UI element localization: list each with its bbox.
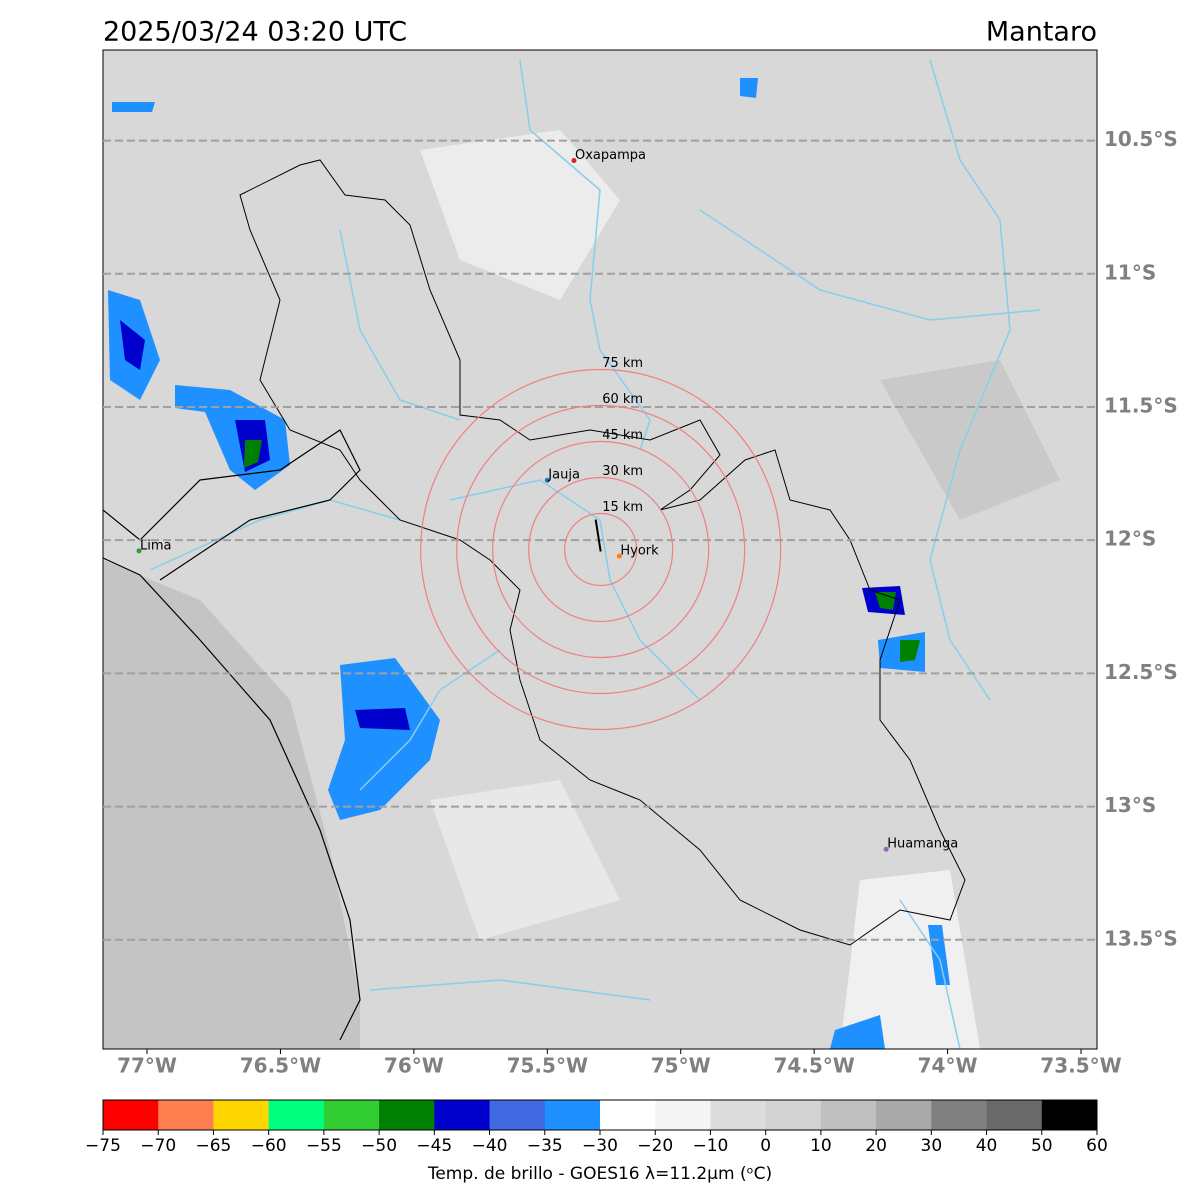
- colorbar-bin: [1041, 1100, 1098, 1130]
- colorbar-bin: [655, 1100, 711, 1130]
- colorbar-tick-label: −60: [251, 1136, 287, 1156]
- place-marker: [883, 846, 889, 852]
- colorbar-bin: [158, 1100, 214, 1130]
- lat-tick-label: 12°S: [1104, 527, 1156, 551]
- radar-beam: [594, 519, 602, 552]
- colorbar-tick-label: −10: [692, 1136, 728, 1156]
- lat-tick-label: 11°S: [1104, 260, 1156, 284]
- lat-tick-label: 11.5°S: [1104, 393, 1178, 417]
- colorbar-bin: [103, 1100, 159, 1130]
- ring-label: 60 km: [602, 392, 643, 407]
- map-frame: [102, 49, 1098, 1050]
- colorbar-bin: [876, 1100, 932, 1130]
- lon-tick-label: 74.5°W: [773, 1054, 854, 1078]
- colorbar-tick-label: −50: [361, 1136, 397, 1156]
- colorbar-label: Temp. de brillo - GOES16 λ=11.2μm (ᵒC): [427, 1164, 772, 1184]
- place-label: Jauja: [547, 468, 580, 483]
- lon-tick-label: 76.5°W: [240, 1054, 321, 1078]
- lat-tick-label: 10.5°S: [1104, 127, 1178, 151]
- colorbar-bin: [931, 1100, 988, 1130]
- range-ring: [564, 512, 638, 587]
- colorbar-bin: [544, 1100, 601, 1130]
- lon-tick-label: 77°W: [117, 1054, 177, 1078]
- range-ring: [528, 476, 674, 623]
- place-label: Lima: [140, 538, 171, 553]
- colorbar-tick-label: −20: [637, 1136, 673, 1156]
- colorbar-bin: [986, 1100, 1043, 1130]
- lat-tick-label: 12.5°S: [1104, 660, 1178, 684]
- ring-label: 30 km: [602, 464, 643, 479]
- ring-label: 75 km: [602, 356, 643, 371]
- lon-tick-label: 73.5°W: [1040, 1054, 1121, 1078]
- lat-tick-label: 13.5°S: [1104, 926, 1178, 950]
- colorbar-tick-label: 20: [865, 1136, 887, 1156]
- colorbar-tick-label: −65: [195, 1136, 231, 1156]
- lon-tick-label: 75.5°W: [507, 1054, 588, 1078]
- colorbar-bin: [434, 1100, 491, 1130]
- ring-label: 15 km: [602, 500, 643, 515]
- range-ring: [420, 368, 782, 731]
- colorbar-tick-label: 30: [921, 1136, 943, 1156]
- colorbar-bin: [489, 1100, 546, 1130]
- colorbar-bin: [268, 1100, 325, 1130]
- colorbar-tick-label: 60: [1086, 1136, 1108, 1156]
- colorbar-tick-label: −70: [140, 1136, 176, 1156]
- colorbar-tick-label: −55: [306, 1136, 342, 1156]
- satellite-image: [103, 50, 1097, 1049]
- colorbar-bin: [379, 1100, 435, 1130]
- colorbar-bin: [710, 1100, 767, 1130]
- range-ring: [492, 440, 710, 659]
- place-label: Hyork: [620, 544, 659, 559]
- place-marker: [616, 553, 622, 559]
- place-marker: [136, 548, 142, 554]
- place-label: Oxapampa: [575, 148, 646, 163]
- place-marker: [544, 477, 550, 483]
- colorbar-bin: [820, 1100, 877, 1130]
- colorbar-bin: [765, 1100, 822, 1130]
- colorbar-bin: [323, 1100, 380, 1130]
- colorbar-tick-label: −75: [85, 1136, 121, 1156]
- place-marker: [571, 158, 577, 164]
- colorbar-tick-label: 50: [1031, 1136, 1053, 1156]
- ring-label: 45 km: [602, 428, 643, 443]
- colorbar-tick-label: −35: [527, 1136, 563, 1156]
- colorbar-bin: [213, 1100, 270, 1130]
- lon-tick-label: 76°W: [384, 1054, 444, 1078]
- colorbar-tick-label: 10: [810, 1136, 832, 1156]
- colorbar-tick-label: −45: [416, 1136, 452, 1156]
- colorbar-tick-label: −30: [582, 1136, 618, 1156]
- title: 2025/03/24 03:20 UTC: [103, 17, 407, 48]
- colorbar-bin: [600, 1100, 656, 1130]
- place-label: Huamanga: [887, 837, 958, 852]
- range-ring: [456, 404, 746, 695]
- lat-tick-label: 13°S: [1104, 793, 1156, 817]
- lon-tick-label: 74°W: [918, 1054, 978, 1078]
- colorbar-tick-label: 0: [760, 1136, 771, 1156]
- overlay: 10.5°S 11°S 11.5°S 12°S 12.5°S 13°S 13.5°S 77°W…: [85, 127, 1178, 1184]
- lon-tick-label: 75°W: [651, 1054, 711, 1078]
- region: Mantaro: [986, 17, 1097, 48]
- colorbar-tick-label: 40: [976, 1136, 998, 1156]
- colorbar-tick-label: −40: [472, 1136, 508, 1156]
